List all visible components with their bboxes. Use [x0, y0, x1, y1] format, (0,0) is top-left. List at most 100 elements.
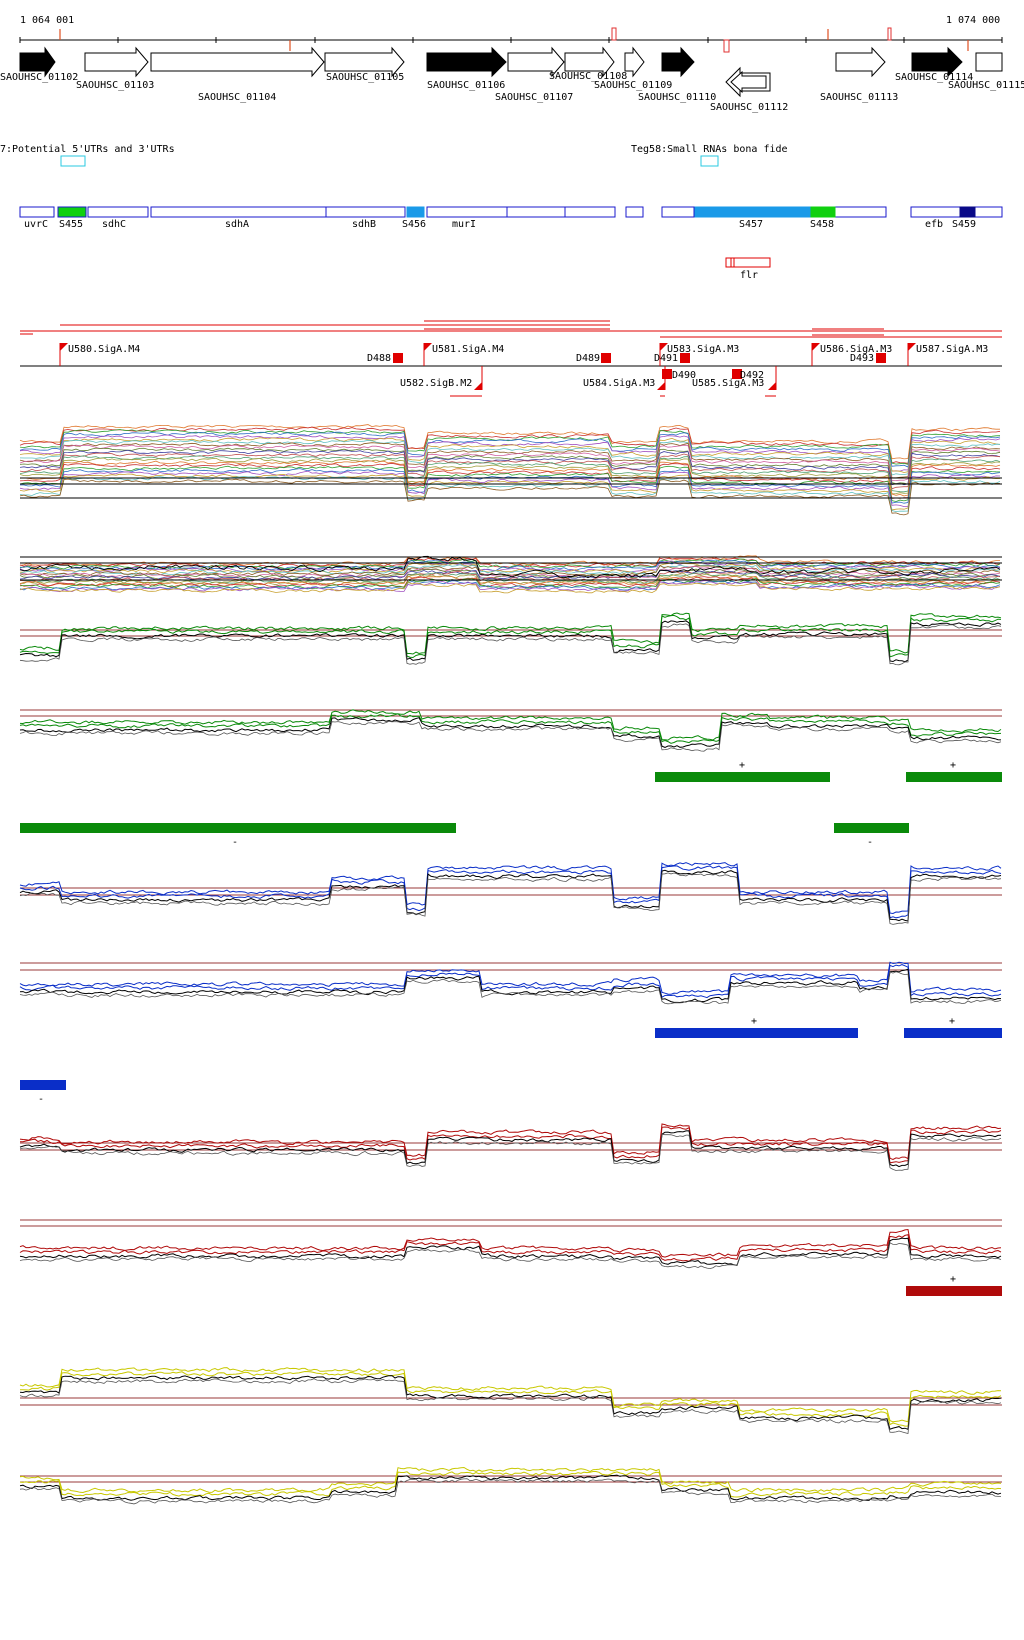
- yellow-forward-reference: [19, 1375, 1002, 1430]
- gene-saouhsc-01108[interactable]: SAOUHSC_01108: [549, 46, 627, 82]
- multi-sample-signal: [20, 468, 1001, 504]
- promoter-u587[interactable]: U587.SigA.M3: [907, 343, 988, 366]
- green-minus-segments: - -: [20, 823, 909, 848]
- terminator-d492[interactable]: D492: [732, 369, 764, 381]
- annotation-box[interactable]: [150, 206, 327, 218]
- annotation-box[interactable]: [910, 206, 961, 218]
- track-legend: 7:Potential 5'UTRs and 3'UTRs Teg58:Smal…: [0, 144, 788, 167]
- segment-strand-label: -: [38, 1094, 44, 1105]
- ruler-ticks: [19, 37, 1003, 43]
- segment-bar[interactable]: [904, 1028, 1002, 1038]
- terminator-d491[interactable]: D491: [654, 353, 690, 364]
- gene-saouhsc-01104[interactable]: SAOUHSC_01104: [150, 46, 325, 103]
- yellow-reverse-signal: [19, 1466, 1002, 1494]
- multi-sample-signal: [19, 455, 1001, 493]
- annotation-box[interactable]: [426, 206, 508, 218]
- transcript-lines: [20, 320, 1002, 397]
- multi-sample-signal: [19, 447, 1001, 485]
- segment-bar[interactable]: [20, 823, 456, 833]
- gene-saouhsc-01114[interactable]: SAOUHSC_01114: [895, 46, 973, 83]
- gene-saouhsc-01115[interactable]: SAOUHSC_01115: [948, 52, 1024, 91]
- srna-box-s459[interactable]: [959, 206, 976, 218]
- ruler-marks: [59, 29, 969, 51]
- promoter-u583[interactable]: U583.SigA.M3: [659, 343, 739, 366]
- promoter-u581[interactable]: U581.SigA.M4: [423, 343, 504, 366]
- segment-strand-label: +: [751, 1016, 757, 1027]
- terminator-label: D492: [740, 370, 764, 381]
- blue-reverse-reference: [19, 971, 1002, 1005]
- gene-saouhsc-01103[interactable]: SAOUHSC_01103: [76, 46, 154, 91]
- blue-minus-segments: -: [20, 1080, 66, 1105]
- yellow-forward-signal: [19, 1367, 1002, 1423]
- terminator-d488[interactable]: D488: [367, 353, 403, 364]
- promoter-u585[interactable]: U585.SigA.M3: [692, 366, 777, 390]
- gene-label: SAOUHSC_01112: [710, 102, 788, 113]
- gene-label: SAOUHSC_01109: [594, 80, 672, 91]
- terminator-d489[interactable]: D489: [576, 353, 611, 364]
- green-reverse-signal: [19, 709, 1002, 741]
- promoter-label: U585.SigA.M3: [692, 378, 764, 389]
- multi-sample-signal: [19, 470, 1001, 508]
- gene-saouhsc-01109[interactable]: SAOUHSC_01109: [594, 46, 672, 91]
- segment-bar[interactable]: [655, 1028, 858, 1038]
- multi-sample-signal: [19, 581, 1001, 594]
- annotation-box[interactable]: [506, 206, 566, 218]
- terminator-label: D489: [576, 353, 600, 364]
- gene-saouhsc-01105[interactable]: SAOUHSC_01105: [324, 46, 405, 83]
- gene-saouhsc-01112[interactable]: SAOUHSC_01112: [710, 66, 788, 113]
- srna-box-s456[interactable]: [406, 206, 425, 218]
- annotation-box[interactable]: [87, 206, 149, 218]
- segment-strand-label: -: [867, 837, 873, 848]
- annotation-box[interactable]: [834, 206, 887, 218]
- promoter-u582[interactable]: U582.SigB.M2: [400, 366, 483, 390]
- red-forward-reference: [19, 1130, 1002, 1168]
- annotation-box[interactable]: [974, 206, 1003, 218]
- yellow-reverse-signal: [19, 1471, 1002, 1498]
- green-reverse-signal: [19, 713, 1002, 744]
- annotation-label: sdhC: [102, 219, 126, 230]
- flr-box[interactable]: [725, 257, 771, 268]
- gene-label: SAOUHSC_01103: [76, 80, 154, 91]
- promoter-label: U583.SigA.M3: [667, 344, 739, 355]
- annotation-box[interactable]: [661, 206, 695, 218]
- annotation-box[interactable]: [564, 206, 616, 218]
- annotation-box[interactable]: [325, 206, 406, 218]
- gene-saouhsc-01106[interactable]: SAOUHSC_01106: [426, 46, 507, 91]
- srna-box-s457[interactable]: [694, 206, 812, 218]
- srna-box-s458[interactable]: [810, 206, 836, 218]
- gene-saouhsc-01110[interactable]: SAOUHSC_01110: [638, 46, 716, 103]
- terminator-markers: D488 D489 D490 D491 D492 D493: [367, 353, 886, 381]
- terminator-d490[interactable]: D490: [662, 369, 696, 381]
- segment-bar[interactable]: [906, 772, 1002, 782]
- gene-label: SAOUHSC_01106: [427, 80, 505, 91]
- multi-sample-signal: [19, 473, 1001, 511]
- gene-label: SAOUHSC_01105: [326, 72, 404, 83]
- gene-saouhsc-01107[interactable]: SAOUHSC_01107: [495, 46, 573, 103]
- srna-track-legend: Teg58:Small RNAs bona fide: [631, 144, 788, 155]
- promoter-u586[interactable]: U586.SigA.M3: [811, 343, 892, 366]
- blue-forward-signal: [19, 865, 1002, 919]
- terminator-d493[interactable]: D493: [850, 353, 886, 364]
- segment-bar[interactable]: [906, 1286, 1002, 1296]
- annotation-box[interactable]: [19, 206, 55, 218]
- promoter-u584[interactable]: U584.SigA.M3: [583, 366, 666, 390]
- segmentation-bars: + + - - + + - +: [20, 760, 1002, 1296]
- annotation-label: S458: [810, 219, 834, 230]
- segment-strand-label: +: [950, 760, 956, 771]
- gene-saouhsc-01113[interactable]: SAOUHSC_01113: [820, 46, 898, 103]
- promoter-label: U582.SigB.M2: [400, 378, 472, 389]
- transcription-unit-track: U580.SigA.M4 U581.SigA.M4 U582.SigB.M2 U…: [20, 320, 1002, 397]
- promoter-u580[interactable]: U580.SigA.M4: [59, 343, 140, 366]
- annotation-box[interactable]: [625, 206, 644, 218]
- annotation-label: uvrC: [24, 219, 48, 230]
- gene-saouhsc-01102[interactable]: SAOUHSC_01102: [0, 46, 78, 83]
- segment-bar[interactable]: [20, 1080, 66, 1090]
- annotation-label: S456: [402, 219, 426, 230]
- terminator-label: D493: [850, 353, 874, 364]
- green-forward-reference: [19, 623, 1002, 666]
- green-forward-reference: [19, 620, 1002, 663]
- segment-bar[interactable]: [834, 823, 909, 833]
- srna-box-s455[interactable]: [57, 206, 87, 218]
- segment-bar[interactable]: [655, 772, 830, 782]
